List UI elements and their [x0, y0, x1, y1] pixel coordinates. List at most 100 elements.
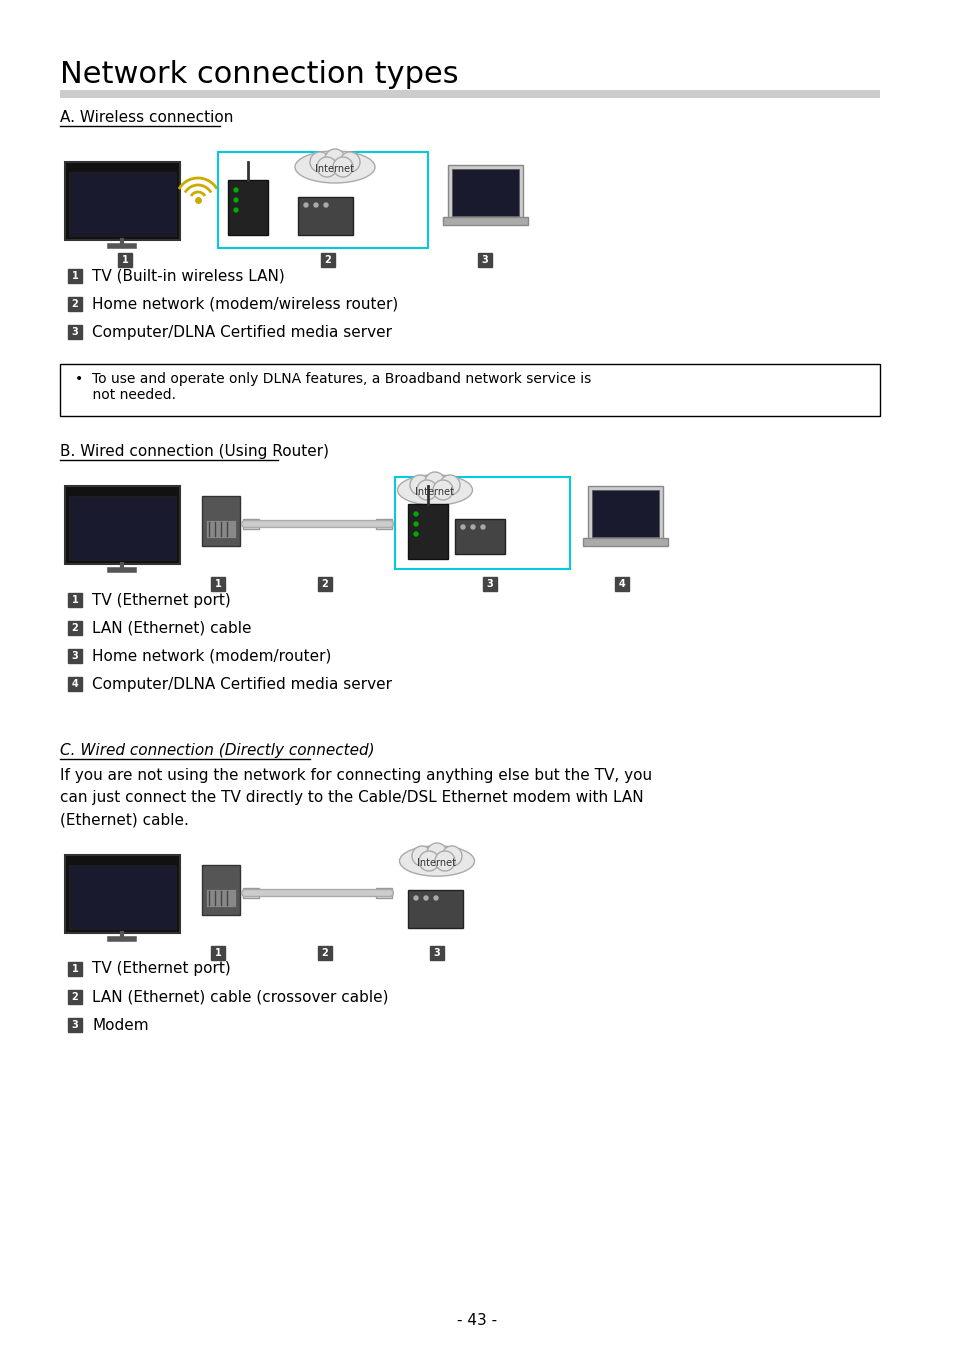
Circle shape	[414, 532, 417, 536]
FancyBboxPatch shape	[455, 518, 504, 553]
FancyBboxPatch shape	[68, 676, 82, 691]
FancyBboxPatch shape	[69, 171, 175, 236]
Text: Internet: Internet	[416, 487, 454, 497]
Text: Home network (modem/wireless router): Home network (modem/wireless router)	[91, 297, 397, 312]
FancyBboxPatch shape	[68, 269, 82, 284]
FancyBboxPatch shape	[68, 963, 82, 976]
FancyBboxPatch shape	[243, 518, 258, 529]
Text: Internet: Internet	[315, 163, 355, 174]
Circle shape	[324, 202, 328, 207]
FancyBboxPatch shape	[206, 890, 235, 907]
Text: LAN (Ethernet) cable: LAN (Ethernet) cable	[91, 621, 252, 636]
FancyBboxPatch shape	[375, 518, 392, 529]
FancyBboxPatch shape	[68, 621, 82, 634]
Text: 3: 3	[486, 579, 493, 589]
Circle shape	[423, 896, 428, 900]
Text: 1: 1	[121, 255, 129, 265]
Circle shape	[480, 525, 484, 529]
Text: •  To use and operate only DLNA features, a Broadband network service is
    not: • To use and operate only DLNA features,…	[75, 373, 591, 402]
FancyBboxPatch shape	[408, 504, 448, 559]
FancyBboxPatch shape	[320, 252, 335, 267]
Circle shape	[414, 522, 417, 526]
Circle shape	[233, 188, 237, 192]
FancyBboxPatch shape	[228, 180, 268, 235]
FancyBboxPatch shape	[65, 486, 180, 564]
FancyBboxPatch shape	[65, 855, 180, 933]
Circle shape	[310, 153, 330, 171]
Circle shape	[339, 153, 359, 171]
FancyBboxPatch shape	[68, 990, 82, 1004]
FancyBboxPatch shape	[317, 576, 332, 591]
Text: TV (Ethernet port): TV (Ethernet port)	[91, 593, 231, 608]
Ellipse shape	[397, 475, 472, 505]
Text: LAN (Ethernet) cable (crossover cable): LAN (Ethernet) cable (crossover cable)	[91, 990, 388, 1004]
FancyBboxPatch shape	[68, 1018, 82, 1031]
FancyBboxPatch shape	[477, 252, 492, 267]
Circle shape	[433, 481, 453, 500]
Text: C. Wired connection (Directly connected): C. Wired connection (Directly connected)	[60, 743, 375, 757]
Text: TV (Built-in wireless LAN): TV (Built-in wireless LAN)	[91, 269, 284, 284]
FancyBboxPatch shape	[430, 946, 443, 960]
FancyBboxPatch shape	[408, 890, 462, 927]
Text: 3: 3	[434, 948, 440, 958]
FancyBboxPatch shape	[243, 888, 258, 898]
Circle shape	[418, 850, 438, 871]
FancyBboxPatch shape	[592, 490, 659, 537]
Text: 2: 2	[321, 579, 328, 589]
Text: 2: 2	[324, 255, 331, 265]
FancyBboxPatch shape	[452, 169, 518, 216]
FancyBboxPatch shape	[68, 649, 82, 663]
Text: Home network (modem/router): Home network (modem/router)	[91, 648, 331, 663]
Circle shape	[434, 896, 437, 900]
Circle shape	[333, 157, 353, 177]
Ellipse shape	[399, 846, 474, 876]
Circle shape	[435, 850, 455, 871]
Text: 2: 2	[321, 948, 328, 958]
FancyBboxPatch shape	[202, 865, 240, 915]
FancyBboxPatch shape	[582, 539, 667, 545]
Circle shape	[416, 481, 436, 500]
Circle shape	[233, 208, 237, 212]
FancyBboxPatch shape	[206, 520, 235, 539]
Circle shape	[460, 525, 464, 529]
Circle shape	[233, 198, 237, 202]
Text: Network connection types: Network connection types	[60, 59, 458, 89]
FancyBboxPatch shape	[68, 325, 82, 339]
Circle shape	[471, 525, 475, 529]
FancyBboxPatch shape	[60, 364, 879, 416]
Text: A. Wireless connection: A. Wireless connection	[60, 109, 233, 126]
Text: TV (Ethernet port): TV (Ethernet port)	[91, 961, 231, 976]
FancyBboxPatch shape	[68, 593, 82, 608]
FancyBboxPatch shape	[211, 946, 225, 960]
FancyBboxPatch shape	[448, 165, 522, 220]
Text: 1: 1	[71, 595, 78, 605]
Text: If you are not using the network for connecting anything else but the TV, you
ca: If you are not using the network for con…	[60, 768, 652, 828]
Text: 3: 3	[71, 651, 78, 661]
Text: 3: 3	[71, 1021, 78, 1030]
Text: 2: 2	[71, 298, 78, 309]
Text: 4: 4	[618, 579, 625, 589]
Ellipse shape	[294, 151, 375, 184]
FancyBboxPatch shape	[68, 297, 82, 310]
FancyBboxPatch shape	[317, 946, 332, 960]
Circle shape	[414, 512, 417, 516]
Circle shape	[414, 896, 417, 900]
Circle shape	[316, 157, 336, 177]
FancyBboxPatch shape	[587, 486, 662, 541]
FancyBboxPatch shape	[211, 576, 225, 591]
Text: Internet: Internet	[417, 859, 456, 868]
Text: B. Wired connection (Using Router): B. Wired connection (Using Router)	[60, 444, 329, 459]
Circle shape	[412, 846, 432, 865]
FancyBboxPatch shape	[442, 217, 527, 225]
FancyBboxPatch shape	[482, 576, 497, 591]
Text: 1: 1	[71, 271, 78, 281]
FancyBboxPatch shape	[65, 162, 180, 240]
Circle shape	[441, 846, 461, 865]
FancyBboxPatch shape	[69, 865, 175, 929]
Text: 3: 3	[71, 327, 78, 338]
Text: 2: 2	[71, 992, 78, 1002]
FancyBboxPatch shape	[69, 495, 175, 560]
FancyBboxPatch shape	[375, 888, 392, 898]
Circle shape	[410, 475, 430, 495]
Circle shape	[427, 842, 447, 863]
